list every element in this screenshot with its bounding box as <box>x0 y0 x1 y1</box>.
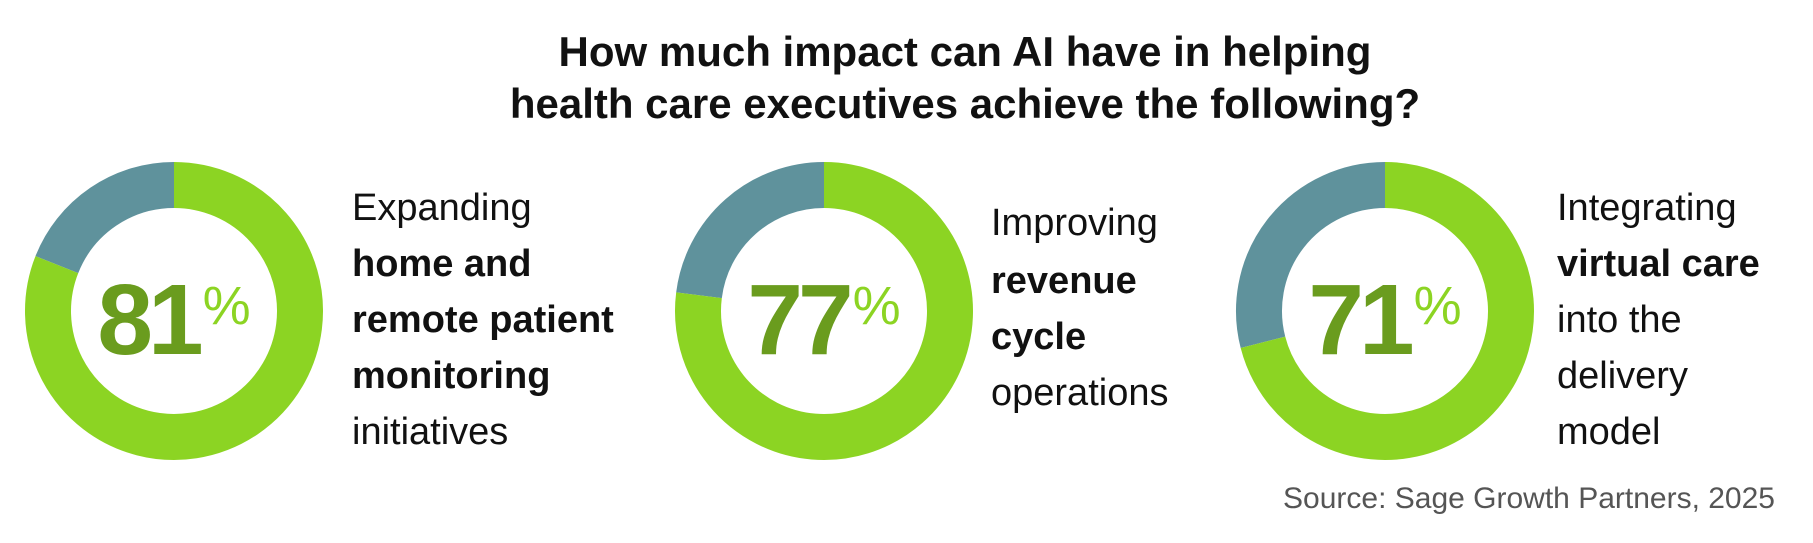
description-line: initiatives <box>352 411 508 453</box>
description-line: Integrating <box>1557 187 1737 229</box>
source: Source: Sage Growth Partners, 2025 <box>1283 482 1775 515</box>
value-arc <box>1240 162 1534 460</box>
value-arc <box>675 162 973 460</box>
description-line: home and <box>352 243 531 285</box>
description-line: Improving <box>991 202 1158 244</box>
remainder-arc <box>1236 162 1386 349</box>
remainder-arc <box>35 162 175 274</box>
description-line: remote patient <box>352 299 614 341</box>
description-line: cycle <box>991 316 1086 358</box>
value-label: 81% <box>97 264 250 376</box>
value-arc <box>25 162 323 460</box>
value-number: 77 <box>747 264 850 376</box>
value-label: 77% <box>747 264 900 376</box>
value-number: 81 <box>97 264 201 376</box>
title-line: How much impact can AI have in helping <box>559 28 1372 75</box>
value-unit: % <box>203 276 251 336</box>
title-line: health care executives achieve the follo… <box>510 80 1420 127</box>
description-line: virtual care <box>1557 243 1760 285</box>
value-unit: % <box>1414 276 1462 336</box>
description-line: delivery <box>1557 355 1688 397</box>
remainder-arc <box>676 162 825 299</box>
value-unit: % <box>853 276 901 336</box>
description-line: into the <box>1557 299 1682 341</box>
value-number: 71 <box>1308 264 1412 376</box>
value-label: 71% <box>1308 264 1461 376</box>
description-line: model <box>1557 411 1661 453</box>
description-line: Expanding <box>352 187 532 229</box>
description-line: monitoring <box>352 355 550 397</box>
description-line: operations <box>991 372 1168 414</box>
description-line: revenue <box>991 260 1137 302</box>
